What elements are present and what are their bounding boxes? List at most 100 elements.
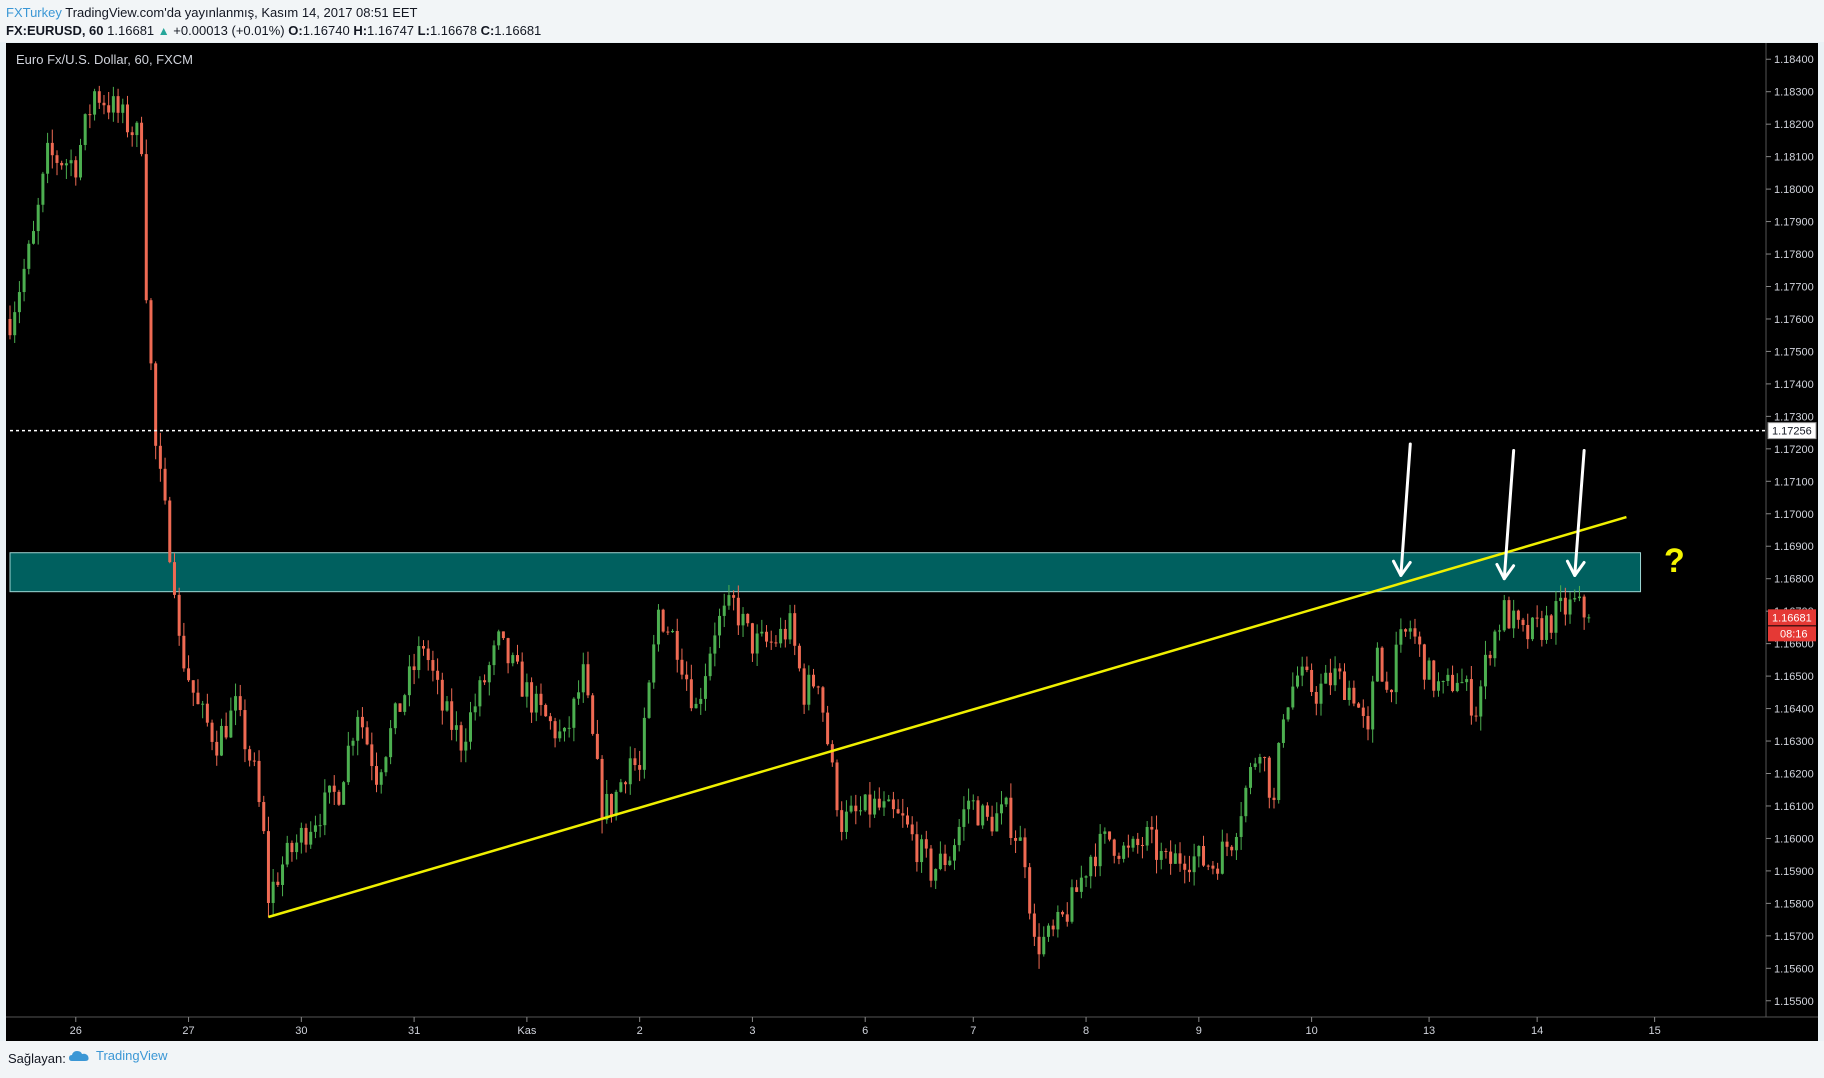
candle-body — [1563, 597, 1567, 615]
candle-body — [276, 881, 280, 885]
candle-body — [1075, 887, 1079, 892]
candle-body — [920, 839, 924, 863]
candle-body — [525, 682, 529, 697]
y-tick-label: 1.16100 — [1774, 801, 1814, 813]
candle-body — [1169, 851, 1173, 864]
x-tick-label: 13 — [1423, 1025, 1435, 1037]
candle-body — [1568, 599, 1572, 615]
candle-body — [656, 609, 660, 645]
candle-body — [1103, 831, 1107, 834]
candle-body — [548, 716, 552, 722]
candle-body — [1408, 628, 1412, 632]
candle-body — [1202, 845, 1206, 866]
candle-body — [1296, 675, 1300, 687]
candle-body — [1056, 911, 1060, 930]
candle-body — [389, 728, 393, 758]
author-link[interactable]: FXTurkey — [6, 5, 62, 20]
resistance-zone[interactable] — [9, 552, 1642, 593]
candle-body — [962, 809, 966, 827]
candle-body — [187, 668, 191, 681]
y-tick-label: 1.16400 — [1774, 704, 1814, 716]
candle-body — [1018, 837, 1022, 841]
candle-body — [97, 91, 101, 103]
candle-body — [934, 869, 938, 881]
candle-body — [915, 834, 919, 863]
candle-body — [229, 710, 233, 738]
candle-body — [952, 845, 956, 861]
candle-body — [642, 717, 646, 770]
candle-body — [1333, 668, 1337, 686]
candle-body — [1244, 787, 1248, 817]
candle-body — [454, 725, 458, 730]
candle-body — [1263, 757, 1267, 759]
y-tick-label: 1.18000 — [1774, 184, 1814, 196]
trendline[interactable] — [268, 515, 1627, 919]
open-label: O: — [288, 23, 303, 38]
candle-body — [144, 154, 148, 301]
candle-body — [478, 680, 482, 707]
candle-body — [459, 725, 463, 751]
arrow-head — [1495, 562, 1516, 581]
candlestick-chart[interactable]: ? Euro Fx/U.S. Dollar, 60, FXCM 1.184001… — [6, 43, 1818, 1041]
candle-body — [999, 804, 1003, 814]
chart-area[interactable]: ? Euro Fx/U.S. Dollar, 60, FXCM 1.18400 1… — [6, 43, 1818, 1041]
price-axis[interactable] — [1766, 43, 1818, 1041]
candle-body — [468, 712, 472, 742]
candle-body — [544, 704, 548, 717]
change-text: +0.00013 (+0.01%) — [173, 23, 285, 38]
candle-body — [1385, 681, 1389, 690]
candle-body — [78, 144, 82, 178]
candle-body — [905, 815, 909, 825]
candle-body — [957, 826, 961, 846]
candle-body — [1145, 826, 1149, 846]
candle-body — [1183, 863, 1187, 870]
high-label: H: — [353, 23, 368, 38]
candle-body — [666, 631, 670, 633]
time-axis[interactable] — [6, 1017, 1818, 1041]
candle-body — [783, 628, 787, 640]
candle-body — [1187, 869, 1191, 873]
candle-body — [483, 680, 487, 683]
close-label: C: — [480, 23, 495, 38]
y-tick-label: 1.17400 — [1774, 379, 1814, 391]
candle-body — [1281, 719, 1285, 743]
provider-label: Sağlayan: — [8, 1051, 66, 1066]
candle-body — [365, 727, 369, 745]
y-tick-label: 1.15900 — [1774, 866, 1814, 878]
candle-body — [1117, 855, 1121, 859]
candle-body — [445, 701, 449, 711]
close-value: 1.16681 — [494, 23, 542, 38]
y-tick-label: 1.16200 — [1774, 769, 1814, 781]
candle-body — [351, 740, 355, 746]
candle-body — [41, 173, 45, 205]
symbol-label: FX:EURUSD, 60 — [6, 23, 104, 38]
candle-body — [1324, 672, 1328, 684]
candle-body — [1286, 707, 1290, 720]
candle-body — [1004, 797, 1008, 805]
candle-body — [520, 661, 524, 697]
candle-body — [464, 741, 468, 751]
candle-body — [859, 810, 863, 812]
tradingview-link-text[interactable]: TradingView — [96, 1048, 168, 1063]
candle-body — [586, 664, 590, 696]
candle-body — [1540, 618, 1544, 640]
candle-body — [1032, 913, 1036, 937]
candle-body — [515, 655, 519, 662]
candle-body — [125, 104, 129, 133]
candle-body — [1436, 681, 1440, 691]
candle-body — [1192, 856, 1196, 873]
candle-body — [581, 664, 585, 693]
candle-body — [868, 794, 872, 815]
candle-body — [1305, 666, 1309, 670]
footer-bar: Sağlayan: TradingView — [0, 1041, 1824, 1078]
candle-body — [1014, 837, 1018, 841]
tradingview-link[interactable]: TradingView — [68, 1048, 168, 1063]
candle-body — [741, 613, 745, 626]
candle-body — [703, 676, 707, 699]
candle-body — [1216, 868, 1220, 874]
candle-body — [572, 698, 576, 728]
candle-body — [13, 312, 17, 336]
candle-body — [826, 712, 830, 745]
y-tick-label: 1.16800 — [1774, 574, 1814, 586]
candle-body — [121, 104, 125, 113]
